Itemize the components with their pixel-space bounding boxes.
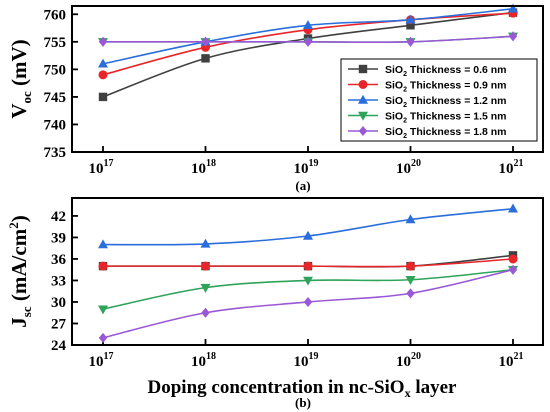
legend-label: SiO2 Thickness = 0.6 nm [385,64,507,78]
data-point [201,307,210,318]
data-point [508,254,518,264]
legend-label: SiO2 Thickness = 1.8 nm [385,126,507,140]
legend-marker [358,80,368,89]
x-tick-label: 1019 [294,158,319,177]
legend-entry: SiO2 Thickness = 0.9 nm [348,80,507,94]
legend-entry: SiO2 Thickness = 0.6 nm [348,64,507,78]
data-point [98,332,108,343]
x-tick-label: 1019 [294,351,319,370]
data-point [303,230,313,240]
data-point [98,58,108,68]
y-tick-label: 33 [51,273,66,289]
data-point [406,21,415,30]
data-point [98,36,108,47]
x-tick-label: 1021 [499,351,524,370]
chart-panel-b: 1017 1018 1019 1020 1021 24 27 30 33 36 39 42 Jsc (m… [6,197,544,410]
data-point [201,36,210,47]
data-point [98,92,108,102]
data-point [303,296,313,307]
y-tick-label: 36 [51,252,67,268]
data-point [200,283,211,293]
data-point [98,70,108,80]
legend-entry: SiO2 Thickness = 1.2 nm [348,94,507,109]
y-tick-label: 735 [44,145,67,161]
series-4 [98,31,518,47]
data-point [508,264,518,275]
data-point [508,31,518,42]
y-tick-label: 760 [44,7,67,23]
data-point [405,214,416,224]
y-tick-label: 750 [44,62,67,78]
legend-label: SiO2 Thickness = 1.5 nm [385,111,507,125]
series-2 [98,203,518,249]
data-point [303,20,313,29]
legend-label: SiO2 Thickness = 0.9 nm [385,80,507,94]
data-point [406,288,415,299]
x-tick-label: 1021 [499,158,524,177]
data-point [201,54,210,63]
data-point [200,238,211,248]
y-tick-label: 755 [44,35,67,51]
legend-label: SiO2 Thickness = 1.2 nm [385,95,507,109]
x-tick-label: 1017 [89,158,114,177]
data-point [98,239,108,249]
y-tick-label: 30 [51,295,66,311]
legend: SiO2 Thickness = 0.6 nm SiO2 Thickness = … [340,58,538,142]
data-point [98,305,108,315]
legend-marker [358,126,368,136]
legend-marker [358,94,368,104]
x-tick-label: 1020 [396,158,421,177]
x-tick-label: 1018 [191,351,216,370]
series-4 [98,264,518,343]
y-axis-label: Voc (mV) [7,39,34,118]
y-axis-label: Jsc (mA/cm2) [6,215,34,327]
data-point [508,203,518,213]
data-point [405,276,416,285]
x-tick-label: 1017 [89,351,114,370]
legend-entry: SiO2 Thickness = 1.5 nm [348,111,507,125]
data-point [98,261,108,271]
data-point [406,36,415,47]
x-axis-label: Doping concentration in nc-SiOx layer [148,377,458,400]
panel-label: (b) [295,395,311,410]
data-point [405,14,416,24]
y-tick-label: 42 [51,209,66,225]
data-point [303,261,313,271]
data-point [303,276,313,286]
y-tick-label: 27 [51,316,67,332]
data-point [201,261,210,271]
y-tick-label: 745 [44,90,67,106]
legend-marker [358,64,368,74]
data-point [508,3,518,13]
plot-frame [71,5,544,153]
x-tick-label: 1020 [396,351,421,370]
data-point [406,261,415,271]
series-3 [98,266,518,315]
legend-marker [358,111,368,121]
y-tick-label: 24 [51,338,67,354]
panel-label: (a) [295,178,310,193]
legend-entry: SiO2 Thickness = 1.8 nm [348,126,507,140]
x-tick-label: 1018 [191,158,216,177]
y-tick-label: 39 [51,230,66,246]
plot-frame [71,197,544,346]
series-2 [98,3,518,68]
chart-panel-a: 1017 1018 1019 1020 1021 735 740 745 750 755 760 Vo… [7,3,544,193]
data-point [303,36,313,47]
series-1 [98,254,518,271]
y-tick-label: 740 [44,117,67,133]
